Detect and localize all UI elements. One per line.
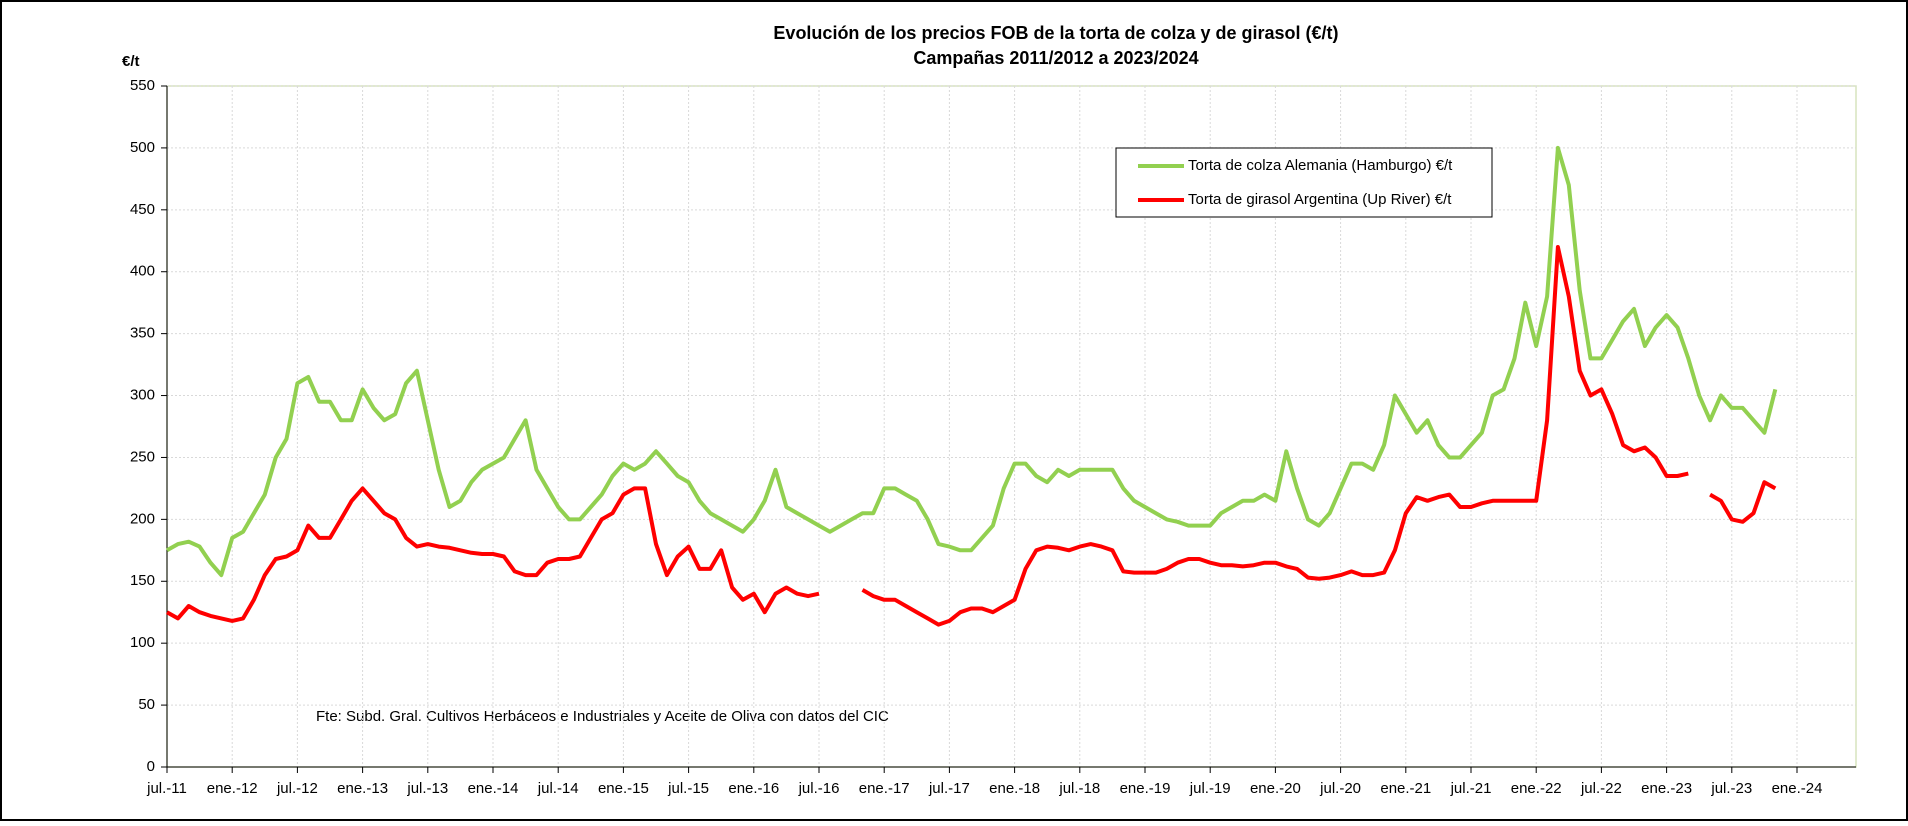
x-tick-label: ene.-20 (1250, 780, 1301, 797)
x-tick-label: jul.-20 (1319, 780, 1361, 797)
x-tick-label: ene.-13 (337, 780, 388, 797)
x-tick-label: jul.-15 (667, 780, 709, 797)
y-tick-label: 300 (130, 387, 155, 404)
y-tick-label: 200 (130, 510, 155, 527)
x-tick-label: ene.-15 (598, 780, 649, 797)
x-tick-label: jul.-14 (537, 780, 579, 797)
y-tick-label: 350 (130, 325, 155, 342)
series-line (166, 145, 1778, 578)
y-tick-label: 0 (147, 758, 155, 775)
x-tick-label: ene.-19 (1120, 780, 1171, 797)
y-tick-label: 450 (130, 201, 155, 218)
x-tick-label: jul.-17 (928, 780, 970, 797)
legend-label: Torta de girasol Argentina (Up River) €/… (1188, 191, 1452, 208)
y-tick-label: 50 (138, 696, 155, 713)
legend-label: Torta de colza Alemania (Hamburgo) €/t (1188, 157, 1453, 174)
y-tick-label: 150 (130, 572, 155, 589)
legend-box (1115, 147, 1493, 218)
x-tick-label: jul.-23 (1710, 780, 1752, 797)
x-tick-label: ene.-24 (1772, 780, 1823, 797)
x-tick-label: jul.-16 (798, 780, 840, 797)
x-tick-label: ene.-14 (468, 780, 519, 797)
y-tick-label: 400 (130, 263, 155, 280)
x-tick-label: jul.-18 (1058, 780, 1100, 797)
annotation: Fte: Subd. Gral. Cultivos Herbáceos e In… (316, 708, 889, 725)
y-tick-label: 100 (130, 634, 155, 651)
y-axis-label: €/t (122, 53, 140, 70)
x-tick-label: jul.-13 (406, 780, 448, 797)
x-tick-label: ene.-22 (1511, 780, 1562, 797)
x-tick-label: jul.-21 (1450, 780, 1492, 797)
x-tick-label: ene.-16 (728, 780, 779, 797)
y-tick-label: 550 (130, 77, 155, 94)
x-tick-label: ene.-17 (859, 780, 910, 797)
x-tick-label: ene.-18 (989, 780, 1040, 797)
chart-title: Evolución de los precios FOB de la torta… (773, 23, 1338, 43)
x-tick-label: jul.-22 (1580, 780, 1622, 797)
x-tick-label: ene.-12 (207, 780, 258, 797)
x-tick-label: jul.-19 (1189, 780, 1231, 797)
x-tick-label: ene.-21 (1380, 780, 1431, 797)
y-tick-label: 500 (130, 139, 155, 156)
chart-subtitle: Campañas 2011/2012 a 2023/2024 (913, 48, 1198, 68)
y-tick-label: 250 (130, 448, 155, 465)
x-tick-label: jul.-12 (276, 780, 318, 797)
series-line (166, 245, 1777, 627)
x-tick-label: jul.-11 (146, 780, 187, 797)
x-tick-label: ene.-23 (1641, 780, 1692, 797)
